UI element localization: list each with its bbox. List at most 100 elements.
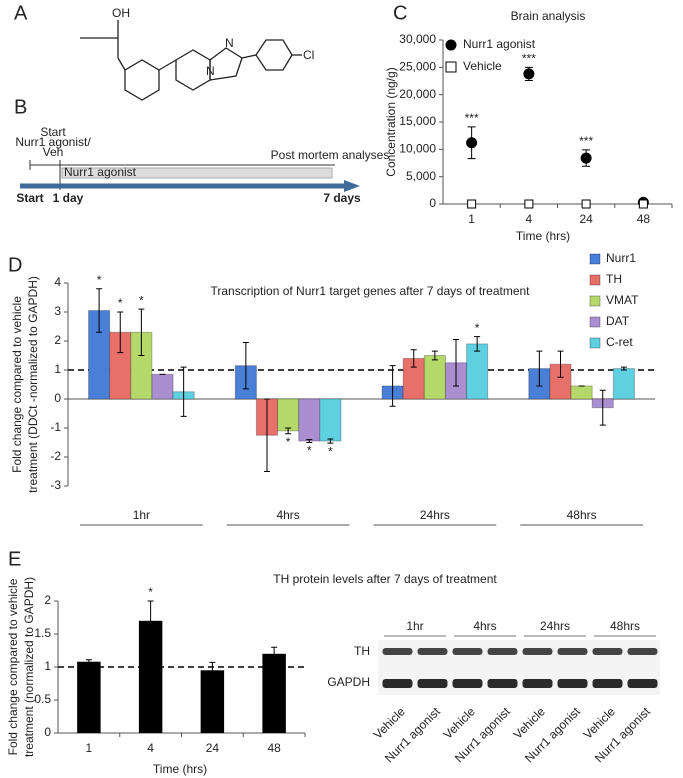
y-axis-label: treatment (DDCt -normalized to GAPDH): [26, 276, 40, 493]
error-bar: [85, 659, 92, 665]
x-tick-label: 24: [579, 212, 593, 226]
x-tick-label: 4hrs: [276, 508, 299, 522]
legend-swatch: [589, 337, 601, 349]
error-bar: [271, 646, 278, 661]
error-bar: [474, 336, 481, 352]
blot-timepoint: 1hr: [406, 619, 423, 633]
y-axis-label: Concentration (ng/g): [384, 67, 398, 176]
blot-band: [627, 679, 658, 688]
x-tick-label: 1: [86, 741, 93, 755]
y-tick-label: 30,000: [399, 32, 436, 46]
error-bar: [180, 366, 187, 417]
y-tick-label: 4: [54, 275, 61, 289]
blot-protein: GAPDH: [327, 675, 370, 689]
error-bar: [389, 365, 396, 407]
blot-band: [592, 679, 623, 688]
error-bar: [410, 349, 417, 368]
error-bar: [138, 308, 145, 356]
y-tick-label: 25,000: [399, 60, 436, 74]
significance-label: *: [286, 435, 291, 449]
x-axis-label: Time (hrs): [153, 762, 207, 776]
timeline-label: Start: [40, 125, 66, 139]
significance-label: *: [118, 296, 123, 310]
x-tick-label: 48: [267, 741, 281, 755]
bar: [423, 355, 446, 400]
chart-title: TH protein levels after 7 days of treatm…: [273, 572, 497, 586]
significance-label: *: [97, 273, 102, 287]
bar: [77, 661, 101, 733]
marker: [580, 152, 592, 164]
atom-label: Cl: [303, 48, 314, 62]
y-tick-label: 15,000: [399, 114, 436, 128]
blot-band: [417, 648, 448, 655]
legend-label: DAT: [606, 314, 630, 328]
y-tick-label: 0.5: [34, 692, 51, 706]
panel-label: D: [8, 254, 22, 276]
error-bar: [620, 366, 627, 371]
y-tick-label: 1: [44, 659, 51, 673]
error-bar: [147, 600, 154, 642]
significance-label: *: [148, 585, 153, 599]
timeline-label: Veh: [43, 145, 64, 159]
panel-label: A: [14, 2, 28, 24]
bar: [277, 398, 300, 432]
legend-label: C-ret: [606, 335, 633, 349]
bar: [570, 385, 593, 400]
blot-band: [382, 648, 413, 655]
error-bar: [209, 661, 216, 679]
bar: [262, 653, 286, 733]
blot-protein: TH: [354, 644, 370, 658]
marker: [638, 199, 648, 209]
error-bar: [453, 339, 460, 387]
panel-label: E: [8, 548, 21, 570]
marker: [467, 199, 477, 209]
error-bar: [263, 398, 270, 472]
bar: [151, 373, 174, 400]
timeline-axis-label: Start: [16, 191, 43, 205]
blot-band: [592, 648, 623, 655]
blot-band: [452, 648, 483, 655]
y-tick-label: 0: [54, 391, 61, 405]
chart-title: Brain analysis: [511, 9, 586, 23]
significance-label: *: [307, 444, 312, 458]
significance-label: *: [139, 293, 144, 307]
blot-band: [557, 679, 588, 688]
y-tick-label: -3: [50, 478, 61, 492]
legend-swatch: [589, 253, 601, 265]
legend-marker: [445, 61, 457, 73]
x-tick-label: 1hr: [133, 508, 150, 522]
blot-band: [627, 648, 658, 655]
x-tick-label: 24: [206, 741, 220, 755]
marker: [466, 137, 478, 149]
significance-label: ***: [579, 134, 593, 148]
y-tick-label: 0: [429, 196, 436, 210]
treatment-label: Nurr1 agonist: [64, 165, 137, 179]
timeline: [20, 160, 360, 192]
y-tick-label: 1: [54, 362, 61, 376]
x-tick-label: 48: [637, 212, 651, 226]
panel-label: B: [14, 96, 27, 118]
y-tick-label: 20,000: [399, 87, 436, 101]
blot-timepoint: 48hrs: [610, 619, 640, 633]
legend-label: VMAT: [606, 293, 639, 307]
chemical-structure: [80, 20, 302, 101]
y-tick-label: 10,000: [399, 142, 436, 156]
y-tick-label: 3: [54, 304, 61, 318]
legend-swatch: [589, 274, 601, 286]
error-bar: [96, 288, 103, 333]
timeline-axis-label: 7 days: [323, 191, 361, 205]
y-tick-label: -2: [50, 449, 61, 463]
y-tick-label: 2: [54, 333, 61, 347]
blot-band: [487, 648, 518, 655]
y-axis-label: Fold change compared to vehicle: [10, 296, 24, 473]
marker: [581, 199, 591, 209]
bar: [200, 670, 225, 733]
significance-label: ***: [522, 52, 536, 66]
significance-label: ***: [465, 111, 479, 125]
marker: [524, 199, 534, 209]
y-tick-label: 0: [44, 725, 51, 739]
y-tick-label: 2: [44, 593, 51, 607]
error-bar: [117, 311, 124, 354]
bar: [138, 620, 163, 733]
